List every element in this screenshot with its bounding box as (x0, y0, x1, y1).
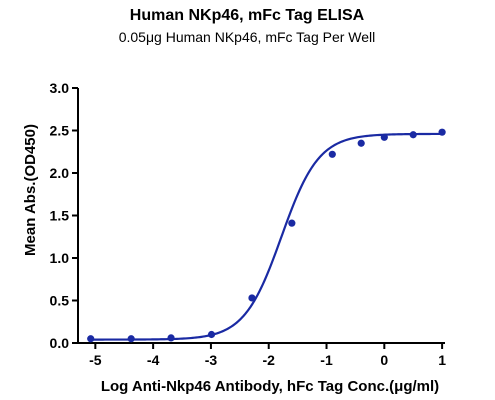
data-point (167, 334, 175, 342)
data-point (357, 139, 365, 147)
data-point (380, 133, 388, 141)
fit-curve (90, 132, 443, 341)
data-point (438, 128, 446, 136)
x-tick-label: -3 (205, 352, 218, 368)
axes (77, 88, 445, 344)
x-tick-label: -1 (320, 352, 333, 368)
x-tick-label: -5 (89, 352, 102, 368)
data-point (328, 150, 336, 158)
y-tick-label: 2.0 (50, 165, 70, 181)
y-tick-label: 0.0 (50, 335, 70, 351)
y-tick-label: 1.0 (50, 250, 70, 266)
y-axis-title: Mean Abs.(OD450) (22, 124, 39, 256)
x-axis-title: Log Anti-Nkp46 Antibody, hFc Tag Conc.(μ… (101, 378, 439, 395)
x-tick-label: 0 (380, 352, 388, 368)
data-point (409, 131, 417, 139)
points-layer (87, 128, 446, 343)
x-tick-label: -4 (147, 352, 160, 368)
chart-subtitle: 0.05μg Human NKp46, mFc Tag Per Well (119, 29, 376, 45)
data-point (207, 330, 216, 339)
data-point (288, 219, 296, 227)
ticks: 0.0 0.5 1.0 1.5 2.0 2.5 3.0 -5 -4 -3 -2 -1 0 1 (50, 80, 447, 368)
y-tick-label: 0.5 (50, 293, 70, 309)
y-tick-label: 2.5 (50, 123, 70, 139)
data-point (248, 294, 256, 302)
y-tick-label: 3.0 (50, 80, 70, 96)
data-point (127, 335, 135, 343)
curve-layer (90, 132, 443, 341)
y-tick-label: 1.5 (50, 208, 70, 224)
x-tick-label: 1 (438, 352, 446, 368)
chart-title: Human NKp46, mFc Tag ELISA (130, 7, 365, 24)
data-point (87, 335, 95, 343)
x-tick-label: -2 (262, 352, 275, 368)
y-axis-title-group: Mean Abs.(OD450) (22, 124, 39, 256)
